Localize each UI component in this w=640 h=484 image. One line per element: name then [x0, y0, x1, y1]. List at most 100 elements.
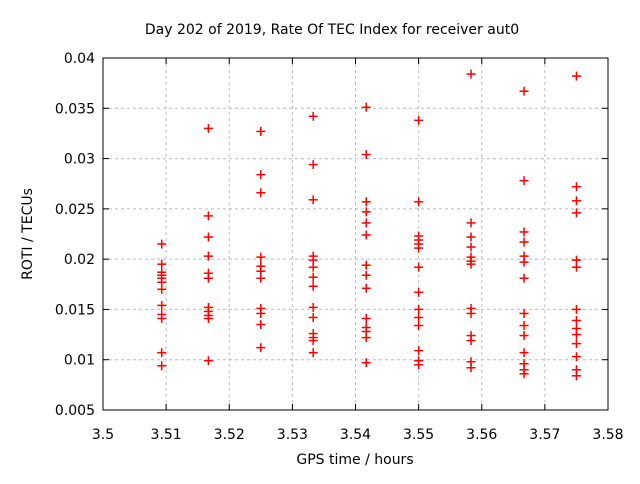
data-point-cross [414, 360, 424, 370]
data-point-cross [361, 333, 371, 343]
data-point-cross [308, 302, 318, 312]
data-point-cross [157, 361, 167, 371]
data-point-cross [571, 315, 581, 325]
data-point-cross [414, 262, 424, 272]
data-point-cross [414, 197, 424, 207]
data-point-cross [519, 237, 529, 247]
data-point-cross [519, 257, 529, 267]
data-point-cross [308, 160, 318, 170]
data-point-cross [414, 321, 424, 331]
data-point-cross [203, 211, 213, 221]
data-point-cross [203, 251, 213, 261]
y-tick-label: 0.005 [55, 403, 95, 419]
data-point-cross [256, 320, 266, 330]
data-point-cross [361, 150, 371, 160]
data-point-cross [466, 242, 476, 252]
data-point-cross [256, 188, 266, 198]
x-tick-label: 3.55 [403, 427, 434, 443]
y-tick-label: 0.01 [64, 353, 95, 369]
data-point-cross [519, 369, 529, 379]
data-point-cross [256, 126, 266, 136]
y-tick-label: 0.025 [55, 202, 95, 218]
grid-lines [103, 58, 608, 410]
data-point-cross [361, 358, 371, 368]
data-point-cross [414, 243, 424, 253]
data-point-cross [157, 313, 167, 323]
data-point-cross [571, 330, 581, 340]
data-point-cross [466, 336, 476, 346]
y-axis-label: ROTI / TECUs [20, 188, 36, 280]
data-point-cross [361, 218, 371, 228]
x-tick-label: 3.54 [340, 427, 371, 443]
axis-ticks [102, 57, 609, 411]
data-point-cross [308, 336, 318, 346]
x-tick-label: 3.5 [92, 427, 114, 443]
data-point-cross [414, 115, 424, 125]
data-point-cross [466, 69, 476, 79]
data-point-cross [361, 102, 371, 112]
data-point-cross [519, 348, 529, 358]
data-point-cross [203, 313, 213, 323]
data-point-cross [203, 232, 213, 242]
data-point-cross [519, 331, 529, 341]
data-point-cross [308, 262, 318, 272]
x-tick-label: 3.52 [214, 427, 245, 443]
data-point-cross [571, 182, 581, 192]
data-point-cross [308, 348, 318, 358]
x-axis-label: GPS time / hours [296, 452, 413, 468]
data-point-cross [519, 86, 529, 96]
data-point-cross [256, 273, 266, 283]
data-point-cross [203, 273, 213, 283]
data-point-cross [414, 304, 424, 314]
data-point-cross [361, 207, 371, 217]
data-point-cross [361, 283, 371, 293]
y-tick-label: 0.015 [55, 302, 95, 318]
data-point-cross [361, 270, 371, 280]
data-point-cross [519, 273, 529, 283]
data-point-cross [308, 195, 318, 205]
data-point-cross [256, 308, 266, 318]
data-point-cross [203, 123, 213, 133]
y-tick-label: 0.035 [55, 101, 95, 117]
data-point-cross [571, 339, 581, 349]
y-tick-label: 0.03 [64, 152, 95, 168]
data-point-cross [571, 262, 581, 272]
data-point-cross [571, 196, 581, 206]
data-point-cross [414, 346, 424, 356]
data-point-cross [308, 111, 318, 121]
data-point-cross [157, 348, 167, 358]
data-point-cross [571, 371, 581, 381]
data-point-cross [414, 312, 424, 322]
x-tick-label: 3.51 [151, 427, 182, 443]
data-point-cross [256, 170, 266, 180]
data-point-cross [157, 259, 167, 269]
data-point-cross [361, 197, 371, 207]
data-point-cross [466, 363, 476, 373]
data-point-cross [519, 308, 529, 318]
data-point-cross [571, 304, 581, 314]
data-point-cross [203, 356, 213, 366]
chart-title: Day 202 of 2019, Rate Of TEC Index for r… [145, 22, 519, 38]
data-point-cross [361, 230, 371, 240]
data-point-cross [308, 312, 318, 322]
data-point-cross [414, 287, 424, 297]
data-point-cross [308, 272, 318, 282]
data-point-cross [466, 308, 476, 318]
data-point-cross [157, 284, 167, 294]
x-tick-label: 3.53 [277, 427, 308, 443]
data-point-cross [157, 239, 167, 249]
data-point-cross [571, 208, 581, 218]
data-point-cross [157, 300, 167, 310]
data-point-cross [466, 232, 476, 242]
data-point-cross [256, 343, 266, 353]
data-point-cross [519, 176, 529, 186]
y-tick-label: 0.04 [64, 51, 95, 67]
data-point-cross [466, 218, 476, 228]
data-point-cross [308, 281, 318, 291]
tick-labels: 3.5 3.51 3.52 3.53 3.54 3.55 3.56 3.57 3.58 0.005… [55, 51, 624, 443]
data-point-cross [519, 321, 529, 331]
y-tick-label: 0.02 [64, 252, 95, 268]
x-tick-label: 3.58 [592, 427, 623, 443]
